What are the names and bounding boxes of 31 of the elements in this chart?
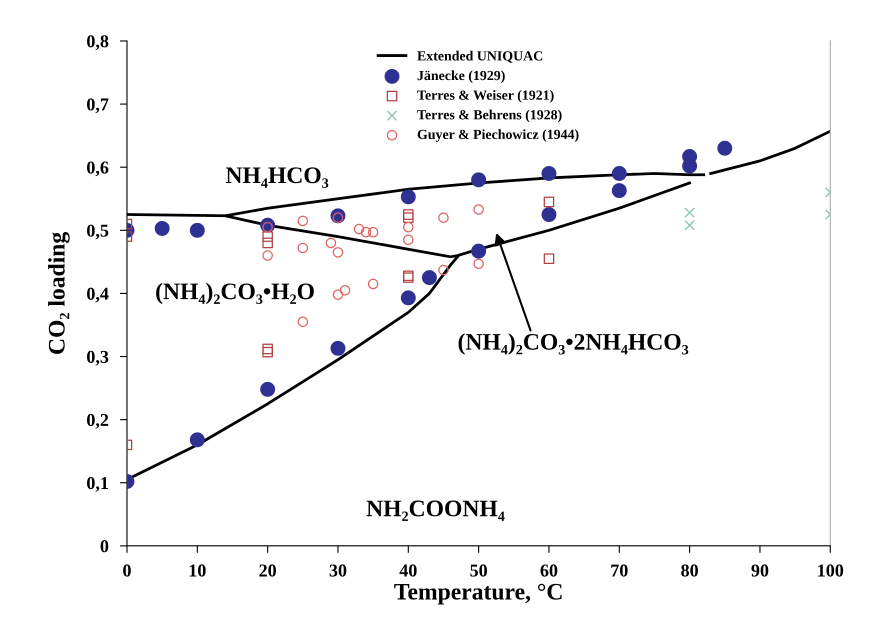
- annotation: NH₄HCO₃: [226, 167, 328, 188]
- x-tick-label: 10: [190, 564, 206, 577]
- y-tick-label: 0,7: [87, 98, 108, 114]
- y-tick-label: 0,3: [87, 350, 108, 366]
- x-tick-label: 90: [751, 564, 768, 577]
- legend-label: Terres & Behrens (1928): [417, 110, 562, 122]
- legend-label: Jänecke (1929): [418, 70, 505, 84]
- x-axis-title: Temperature, °C: [394, 584, 562, 604]
- x-tick-label: 50: [470, 564, 487, 577]
- legend-label: Terres & Weiser (1921): [417, 90, 554, 103]
- y-tick-label: 0,8: [87, 35, 108, 50]
- y-tick-label: 0,2: [87, 414, 108, 429]
- x-tick-label: 0: [123, 564, 131, 577]
- x-tick-label: 80: [681, 564, 698, 577]
- x-tick-label: 70: [611, 564, 628, 577]
- y-tick-label: 0,1: [87, 477, 108, 492]
- legend-label: Guyer & Piechowicz (1944): [418, 129, 579, 142]
- y-tick-label: 0,6: [87, 161, 108, 176]
- x-tick-label: 60: [540, 564, 558, 577]
- legend-label: Extended UNIQUAC: [417, 50, 542, 63]
- x-tick-label: 100: [818, 564, 844, 577]
- annotation: NH₂COONH₄: [366, 500, 505, 521]
- y-tick-label: 0,4: [87, 288, 109, 302]
- x-tick-label: 30: [330, 564, 346, 577]
- y-tick-label: 0,5: [87, 224, 108, 240]
- x-tick-label: 40: [400, 564, 417, 577]
- annotation: (NH₄)₂CO₃•2NH₄HCO₃: [458, 333, 688, 355]
- y-axis-title: CO₂ loading: [48, 232, 70, 354]
- annotation: (NH₄)₂CO₃•H₂O: [156, 282, 314, 304]
- y-tick-label: 0: [100, 540, 108, 552]
- x-tick-label: 20: [259, 564, 276, 577]
